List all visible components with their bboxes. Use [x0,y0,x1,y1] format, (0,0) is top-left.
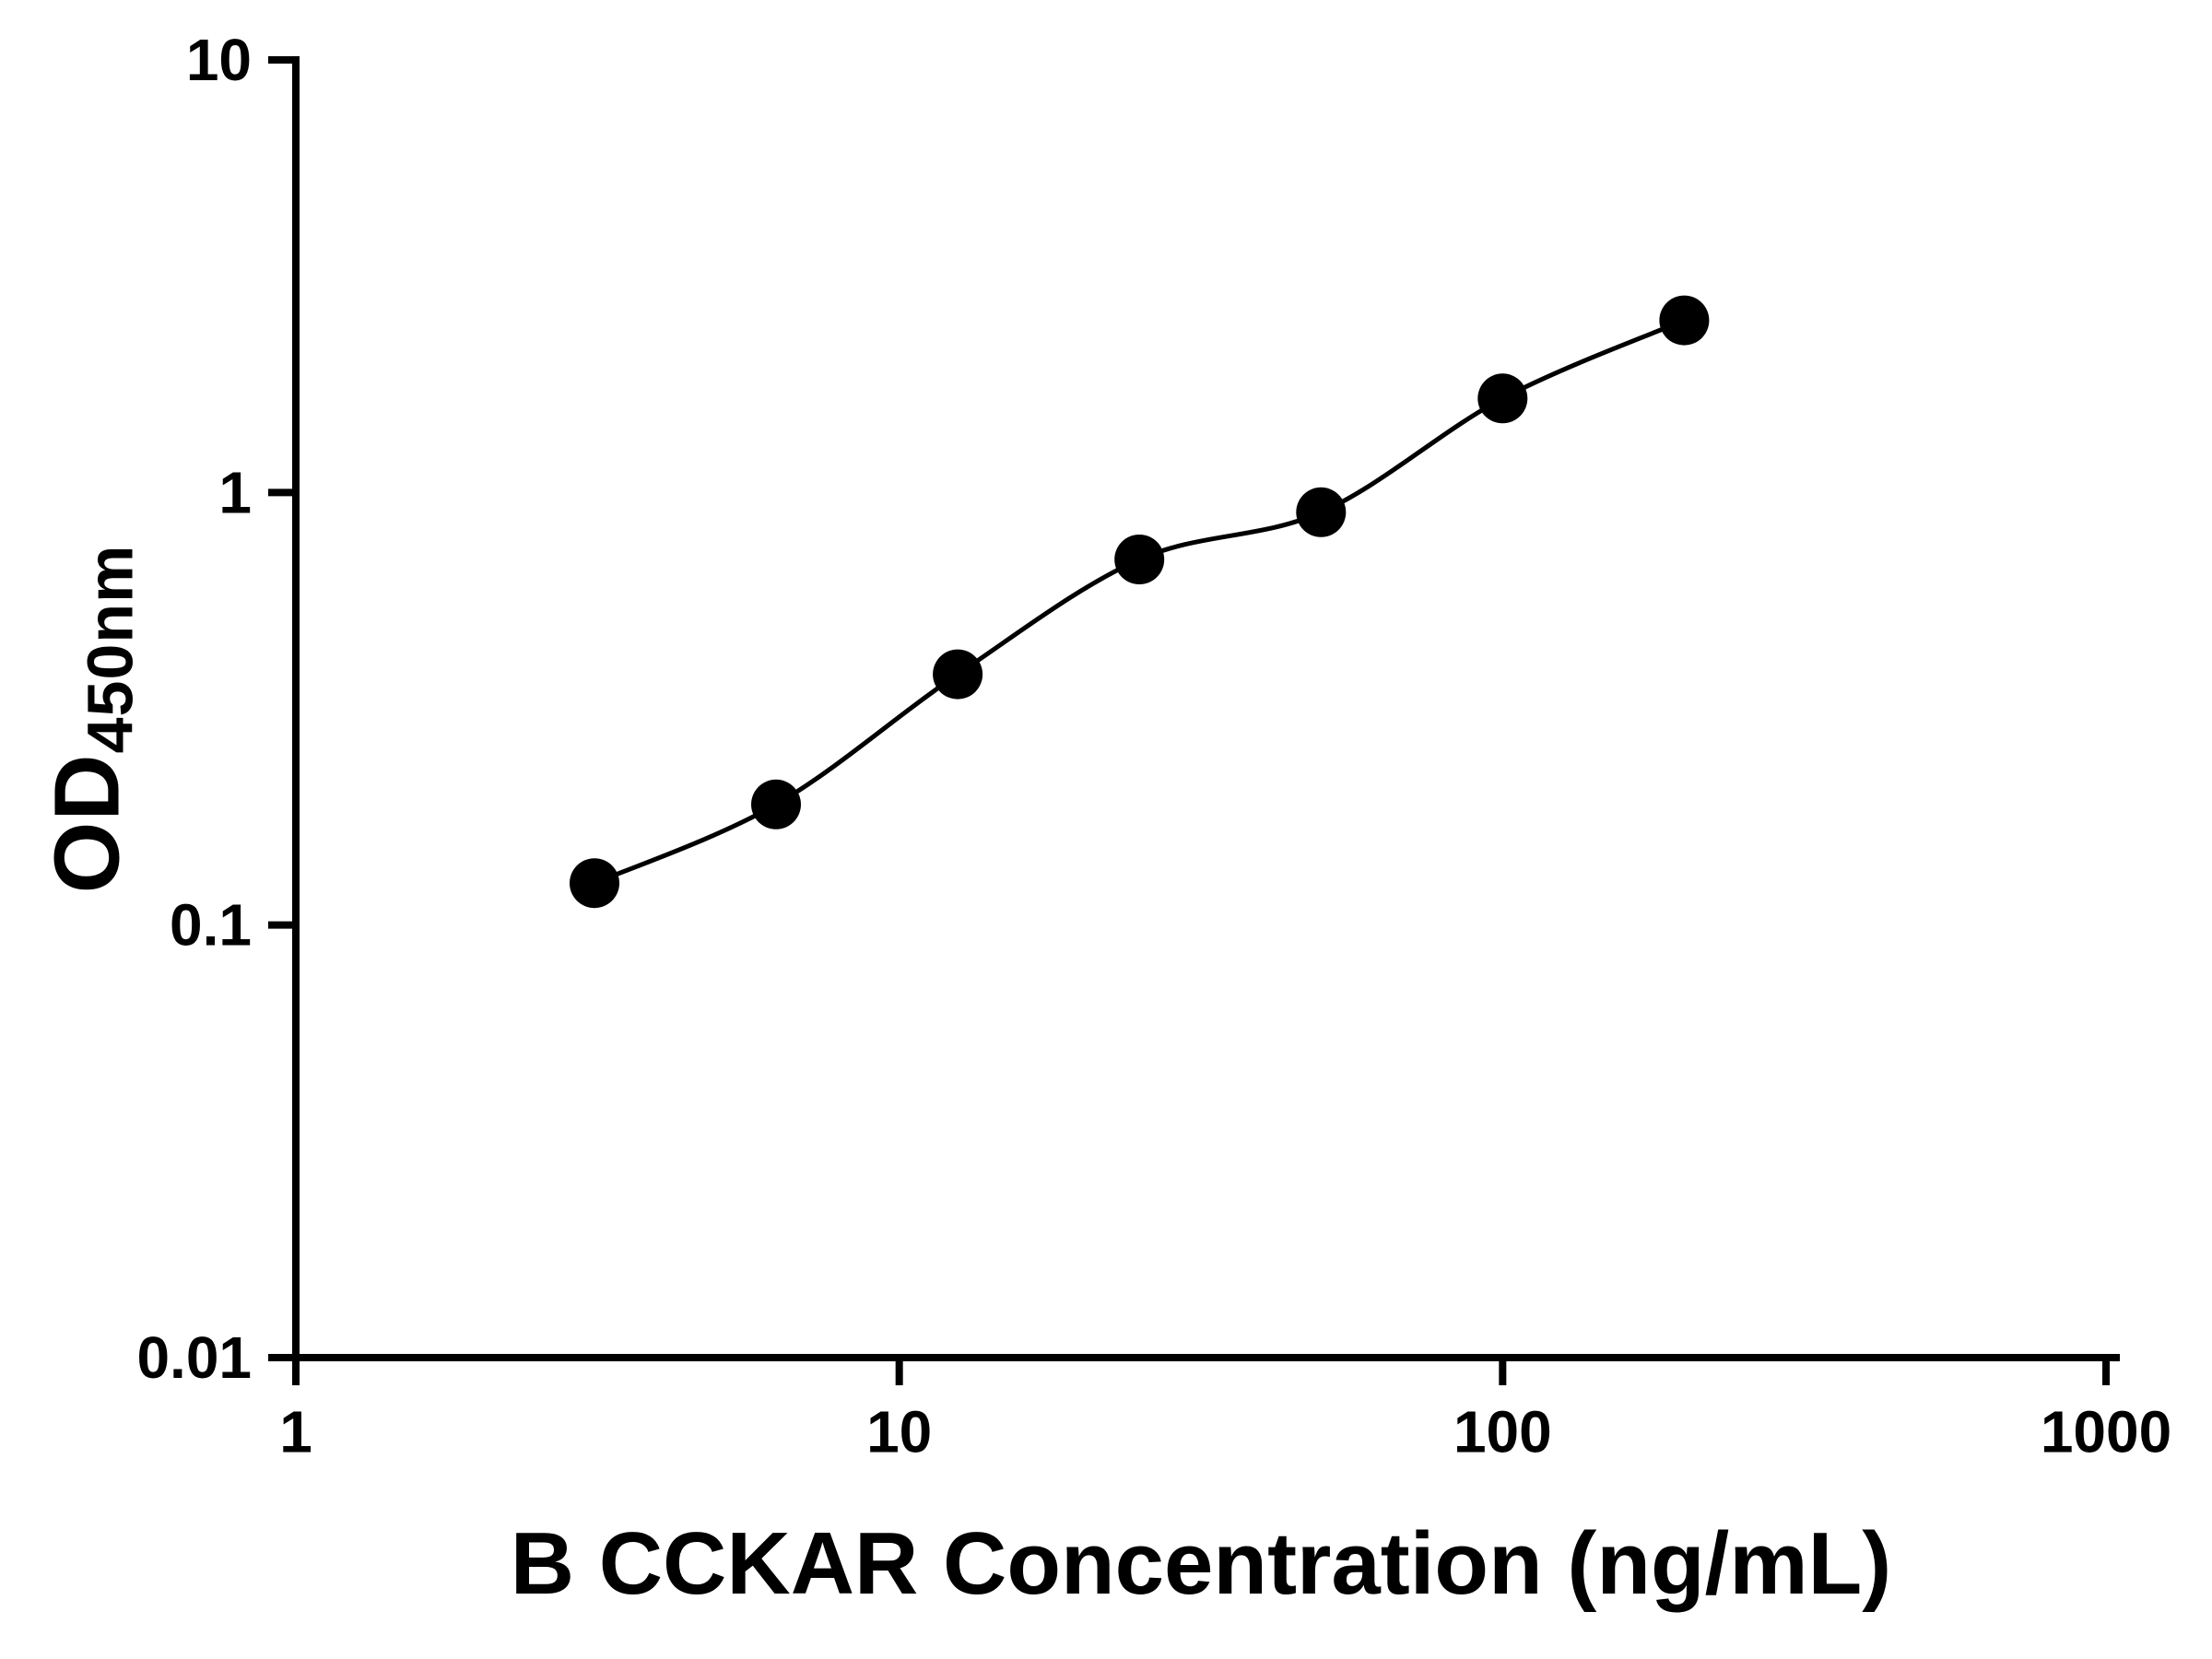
y-tick-label: 1 [218,459,252,525]
data-point [751,779,801,830]
y-axis-title-main: OD [35,753,139,894]
data-point [1659,295,1710,346]
data-point [1296,487,1347,537]
x-tick-label: 10 [866,1398,932,1465]
data-point [1114,535,1165,584]
y-axis-title-sub: 450nm [74,544,147,754]
y-tick-label: 0.1 [170,892,252,959]
data-point [1477,373,1528,424]
x-tick-label: 1000 [2041,1398,2171,1465]
x-tick-label: 1 [279,1398,312,1465]
y-tick-label: 10 [186,27,252,93]
y-tick-label: 0.01 [136,1324,252,1391]
data-point [570,858,619,909]
data-point [933,649,983,700]
x-axis-title: B CCKAR Concentration (ng/mL) [510,1514,1892,1613]
y-axis-title: OD450nm [35,545,147,894]
x-tick-label: 100 [1453,1398,1552,1465]
